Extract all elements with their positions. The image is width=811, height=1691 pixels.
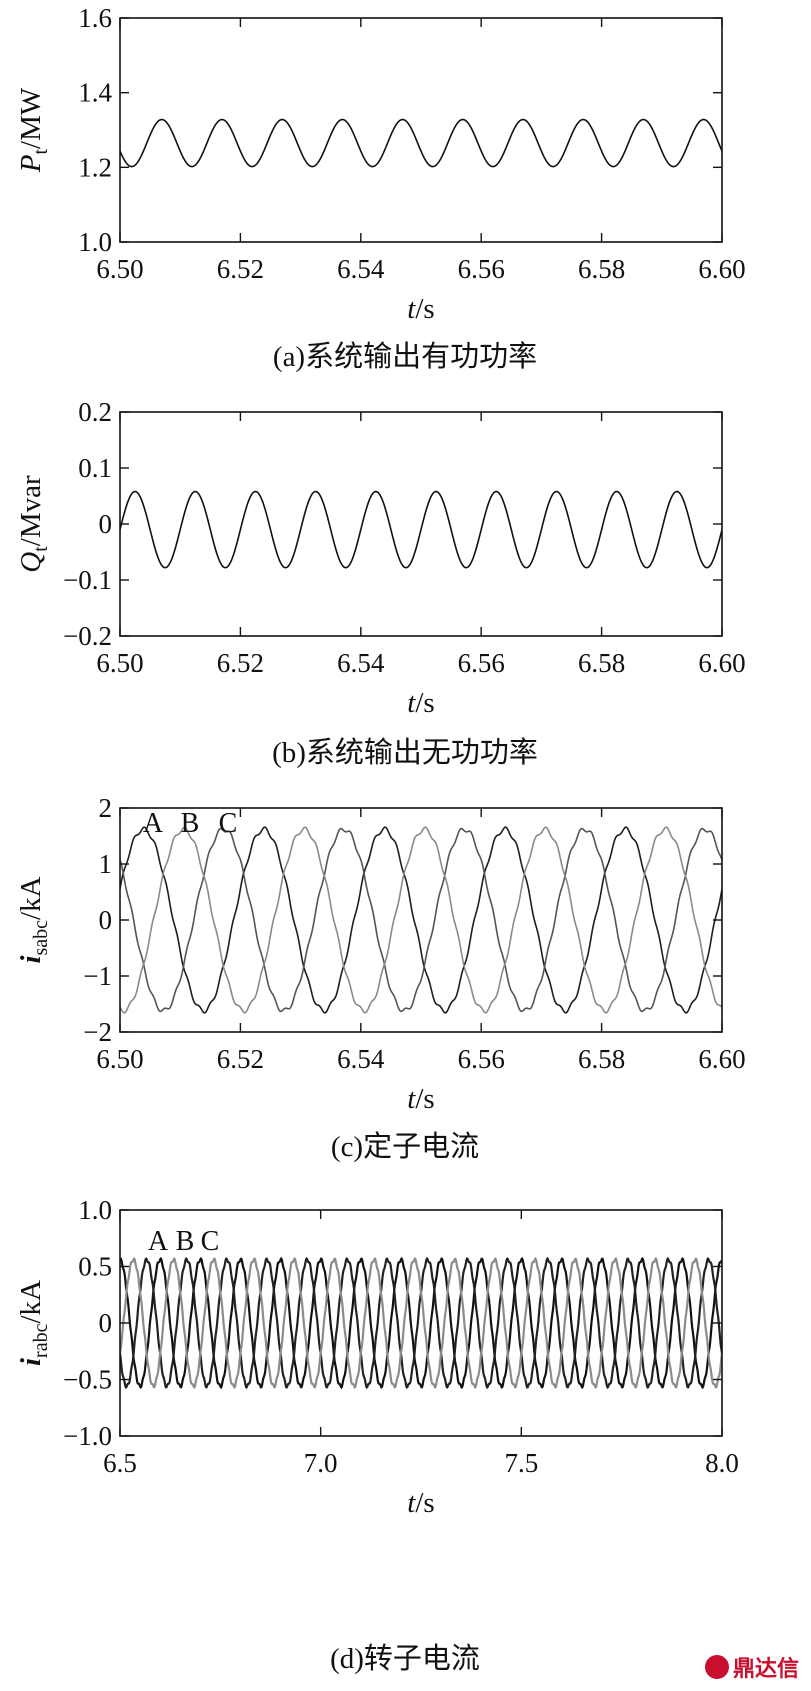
series-line-c <box>120 826 722 1014</box>
y-tick-label: 1.4 <box>78 78 112 108</box>
y-tick-label: −1.0 <box>63 1421 112 1451</box>
x-axis-label: t/s <box>407 1083 434 1115</box>
x-tick-label: 6.60 <box>698 648 745 678</box>
x-tick-label: 6.56 <box>458 1044 505 1074</box>
panel-caption: (c)定子电流 <box>331 1130 479 1163</box>
series-line-main <box>120 490 722 569</box>
y-tick-label: 2 <box>99 793 113 823</box>
phase-label-c: C <box>201 1226 220 1257</box>
x-tick-label: 6.50 <box>96 648 143 678</box>
y-tick-label: −0.2 <box>63 621 112 651</box>
x-tick-label: 6.52 <box>217 648 264 678</box>
phase-label-b: B <box>181 808 200 839</box>
y-axis-label: irabc/kA <box>15 1280 52 1366</box>
x-tick-label: 8.0 <box>705 1448 739 1478</box>
x-tick-label: 6.58 <box>578 1044 625 1074</box>
phase-label-b: B <box>176 1226 195 1257</box>
y-tick-label: 0 <box>99 1308 113 1338</box>
x-tick-label: 6.50 <box>96 1044 143 1074</box>
y-axis-label: Qt/Mvar <box>15 475 52 573</box>
y-tick-label: −1 <box>83 961 112 991</box>
y-tick-label: 1.6 <box>78 3 112 33</box>
x-tick-label: 6.54 <box>337 648 385 678</box>
series-line-c <box>120 1257 722 1389</box>
y-tick-label: −0.1 <box>63 565 112 595</box>
x-tick-label: 6.52 <box>217 1044 264 1074</box>
y-tick-label: 1.0 <box>78 227 112 257</box>
plot-frame <box>119 411 723 637</box>
y-tick-label: 0.1 <box>78 453 112 483</box>
plot-frame <box>119 17 723 243</box>
y-axis-label: Pt/MW <box>15 87 52 173</box>
phase-label-a: A <box>143 808 164 839</box>
series-line-a <box>120 826 722 1014</box>
y-tick-label: −2 <box>83 1017 112 1047</box>
x-tick-label: 6.54 <box>337 1044 385 1074</box>
x-tick-label: 6.5 <box>103 1448 137 1478</box>
x-tick-label: 6.58 <box>578 648 625 678</box>
x-tick-label: 6.58 <box>578 254 625 284</box>
series-line-a <box>120 1256 722 1390</box>
x-axis-label: t/s <box>407 687 434 719</box>
x-tick-label: 7.0 <box>304 1448 338 1478</box>
phase-label-a: A <box>148 1226 169 1257</box>
y-tick-label: 0 <box>99 905 113 935</box>
y-tick-label: 0.2 <box>78 397 112 427</box>
watermark-text: 鼎达信 <box>732 1657 799 1682</box>
x-tick-label: 6.50 <box>96 254 143 284</box>
y-tick-label: 1.0 <box>78 1195 112 1225</box>
y-tick-label: −0.5 <box>63 1365 112 1395</box>
y-tick-label: 1.2 <box>78 152 112 182</box>
series-line-b <box>120 827 722 1013</box>
x-tick-label: 6.60 <box>698 1044 745 1074</box>
x-tick-label: 6.56 <box>458 254 505 284</box>
panel-caption: (d)转子电流 <box>330 1642 480 1675</box>
panel-c: 6.50 6.52 6.54 6.56 6.58 6.60 −2 −1 0 1 2 isabc/kA t… <box>15 793 746 1163</box>
x-tick-label: 6.56 <box>458 648 505 678</box>
y-axis-label: isabc/kA <box>15 876 52 963</box>
x-axis-label: t/s <box>407 293 434 325</box>
x-tick-label: 7.5 <box>504 1448 538 1478</box>
phase-label-c: C <box>219 808 238 839</box>
x-tick-label: 6.54 <box>337 254 385 284</box>
series-line-main <box>120 118 722 168</box>
y-tick-label: 0 <box>99 509 113 539</box>
x-axis-label: t/s <box>407 1487 434 1519</box>
watermark-icon <box>704 1655 729 1679</box>
panel-a: 6.50 6.52 6.54 6.56 6.58 6.60 1.0 1.2 1.4 1.6 Pt/M… <box>15 3 746 373</box>
x-tick-label: 6.60 <box>698 254 745 284</box>
y-tick-label: 1 <box>99 849 113 879</box>
x-tick-label: 6.52 <box>217 254 264 284</box>
plot-frame <box>119 807 723 1033</box>
panel-caption: (a)系统输出有功功率 <box>273 340 537 373</box>
panel-d: 6.5 7.0 7.5 8.0 −1.0 −0.5 0 0.5 1.0 irabc/kA t/s (d… <box>15 1195 739 1675</box>
panel-b: 6.50 6.52 6.54 6.56 6.58 6.60 −0.2 −0.1 0 0.1 0.2 Q… <box>15 397 746 769</box>
watermark-logo: 鼎达信 <box>704 1651 799 1683</box>
y-tick-label: 0.5 <box>78 1252 112 1282</box>
panel-caption: (b)系统输出无功功率 <box>272 736 538 769</box>
